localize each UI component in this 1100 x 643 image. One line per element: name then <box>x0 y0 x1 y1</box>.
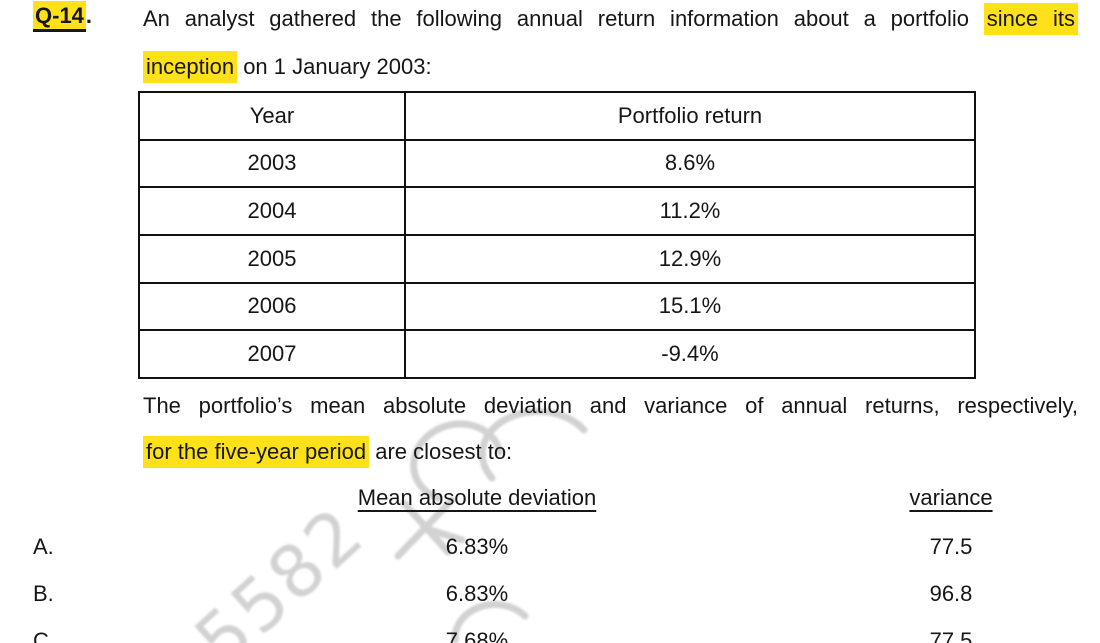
table-header-row: Year Portfolio return <box>138 91 976 141</box>
question-number-highlight: Q-14 <box>33 1 86 32</box>
question-number: Q-14. <box>33 1 93 32</box>
option-variance-value: 77.5 <box>929 534 973 559</box>
highlight-since-its: since its <box>983 3 1078 35</box>
return-cell: 8.6% <box>404 138 976 189</box>
table-row: 2004 11.2% <box>138 186 976 236</box>
return-cell: 11.2% <box>404 186 976 236</box>
return-cell: 12.9% <box>404 233 976 284</box>
year-cell: 2004 <box>138 186 406 236</box>
question-intro-line2: inception on 1 January 2003: <box>143 51 432 83</box>
options-header-mad: Mean absolute deviation <box>357 485 597 510</box>
highlight-five-year-period: for the five-year period <box>143 436 370 468</box>
col-header-year: Year <box>138 91 406 141</box>
table-row: 2006 15.1% <box>138 281 976 332</box>
body-text-2: are closest to: <box>369 439 513 464</box>
col-header-portfolio-return: Portfolio return <box>404 91 976 141</box>
question-body-line1: The portfolio’s mean absolute deviation … <box>143 393 1078 418</box>
option-mad-value: 6.83% <box>445 534 509 559</box>
option-mad-value: 6.83% <box>445 581 509 606</box>
intro-text-2: on 1 January 2003: <box>237 54 432 79</box>
options-header-variance: variance <box>909 485 993 510</box>
return-cell: 15.1% <box>404 281 976 332</box>
intro-text-1: An analyst gathered the following annual… <box>143 6 984 31</box>
year-cell: 2007 <box>138 329 406 379</box>
option-letter: A. <box>33 534 54 559</box>
year-cell: 2005 <box>138 233 406 284</box>
question-intro-line1: An analyst gathered the following annual… <box>143 3 1078 35</box>
watermark-text: 5582 <box>178 489 381 643</box>
option-mad-value: 7.68% <box>445 628 509 643</box>
table-row: 2007 -9.4% <box>138 329 976 379</box>
question-number-suffix: . <box>85 3 93 28</box>
option-letter: C. <box>33 628 55 643</box>
table-row: 2005 12.9% <box>138 233 976 284</box>
return-cell: -9.4% <box>404 329 976 379</box>
year-cell: 2003 <box>138 138 406 189</box>
option-variance-value: 96.8 <box>929 581 973 606</box>
year-cell: 2006 <box>138 281 406 332</box>
option-letter: B. <box>33 581 54 606</box>
highlight-inception: inception <box>143 51 238 83</box>
option-variance-value: 77.5 <box>929 628 973 643</box>
table-row: 2003 8.6% <box>138 138 976 189</box>
returns-table: Year Portfolio return 2003 8.6% 2004 11.… <box>138 91 976 379</box>
question-body-line2: for the five-year period are closest to: <box>143 436 513 468</box>
